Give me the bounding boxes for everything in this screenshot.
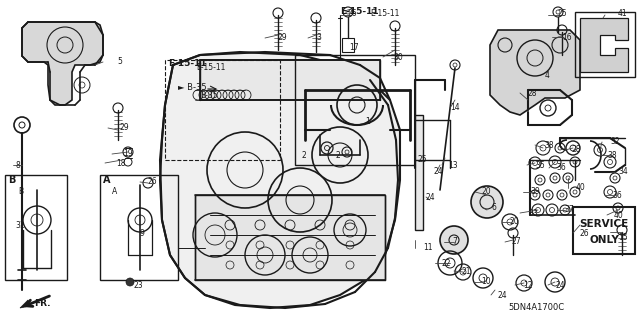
Text: ► B-35: ► B-35 [178, 84, 207, 93]
Polygon shape [20, 300, 30, 308]
Text: 23: 23 [133, 280, 143, 290]
Text: 2: 2 [335, 151, 340, 160]
Text: FR.: FR. [34, 299, 51, 308]
Text: 19: 19 [123, 150, 132, 159]
Polygon shape [490, 30, 580, 115]
Text: 38: 38 [607, 151, 616, 160]
Text: 13: 13 [448, 160, 458, 169]
Text: 9: 9 [140, 228, 145, 238]
Text: 26: 26 [580, 228, 589, 238]
Text: 14: 14 [450, 103, 460, 113]
Bar [5, 175, 67, 280]
Polygon shape [580, 18, 628, 72]
Text: 33: 33 [528, 209, 538, 218]
Text: 12: 12 [523, 280, 532, 290]
Text: 24: 24 [556, 280, 566, 290]
Text: 25: 25 [558, 10, 568, 19]
Text: 2: 2 [302, 151, 307, 160]
Text: 20: 20 [481, 188, 491, 197]
Text: 36: 36 [556, 164, 566, 173]
Text: 27: 27 [512, 238, 522, 247]
Text: 41: 41 [618, 10, 628, 19]
Text: 28: 28 [527, 88, 536, 98]
Text: 6: 6 [491, 204, 496, 212]
Text: E-15-11: E-15-11 [370, 10, 399, 19]
Text: 21: 21 [462, 266, 472, 276]
Bar [415, 115, 423, 230]
Text: 36: 36 [612, 190, 621, 199]
Text: 16: 16 [562, 33, 572, 41]
Bar [342, 38, 354, 52]
Polygon shape [200, 60, 380, 100]
Text: 32: 32 [610, 137, 620, 146]
Text: 17: 17 [349, 43, 358, 53]
Text: E-15-11: E-15-11 [168, 60, 207, 69]
Circle shape [126, 278, 134, 286]
Bar [295, 55, 415, 165]
Text: 10: 10 [481, 278, 491, 286]
Text: 25: 25 [418, 155, 428, 165]
Text: 1: 1 [365, 117, 370, 127]
Text: A: A [103, 175, 111, 185]
Text: 15: 15 [618, 234, 628, 242]
Polygon shape [195, 195, 385, 280]
Text: 34: 34 [618, 167, 628, 176]
Text: 22: 22 [442, 258, 451, 268]
Text: ONLY: ONLY [589, 235, 619, 245]
Bar [573, 207, 635, 254]
Text: E-15-11: E-15-11 [196, 63, 225, 72]
Text: 29: 29 [120, 123, 130, 132]
Text: 5: 5 [117, 57, 122, 66]
Polygon shape [160, 52, 400, 308]
Circle shape [471, 186, 503, 218]
Circle shape [440, 226, 468, 254]
Text: 37: 37 [564, 205, 573, 214]
Text: 18: 18 [116, 159, 125, 167]
Text: 31: 31 [15, 220, 24, 229]
Text: 35: 35 [535, 160, 545, 169]
Text: E-15-11: E-15-11 [340, 8, 379, 17]
Text: B-35: B-35 [200, 91, 218, 100]
Bar [100, 175, 178, 280]
Text: 24: 24 [434, 167, 444, 175]
Text: 24: 24 [498, 291, 508, 300]
Text: 11: 11 [423, 243, 433, 253]
Text: 4: 4 [545, 70, 550, 79]
Bar [575, 12, 635, 77]
Text: SERVICE: SERVICE [579, 219, 628, 229]
Text: 40: 40 [614, 211, 624, 219]
Text: 40: 40 [576, 183, 586, 192]
Text: 38: 38 [544, 140, 554, 150]
Text: B: B [8, 175, 15, 185]
Text: 3: 3 [316, 33, 321, 41]
Text: 28: 28 [572, 145, 582, 154]
Text: 39: 39 [530, 188, 540, 197]
Text: 29: 29 [278, 33, 287, 41]
Text: 30: 30 [393, 53, 403, 62]
Text: 7: 7 [452, 238, 457, 247]
Text: B: B [18, 188, 23, 197]
Polygon shape [22, 22, 103, 105]
Text: A: A [112, 188, 117, 197]
Text: 26: 26 [348, 10, 358, 19]
Text: 8: 8 [15, 160, 20, 169]
Text: 5DN4A1700C: 5DN4A1700C [508, 302, 564, 311]
Text: 26: 26 [147, 177, 157, 187]
Bar [165, 60, 280, 160]
Text: 24: 24 [425, 192, 435, 202]
Text: 20: 20 [510, 218, 520, 226]
